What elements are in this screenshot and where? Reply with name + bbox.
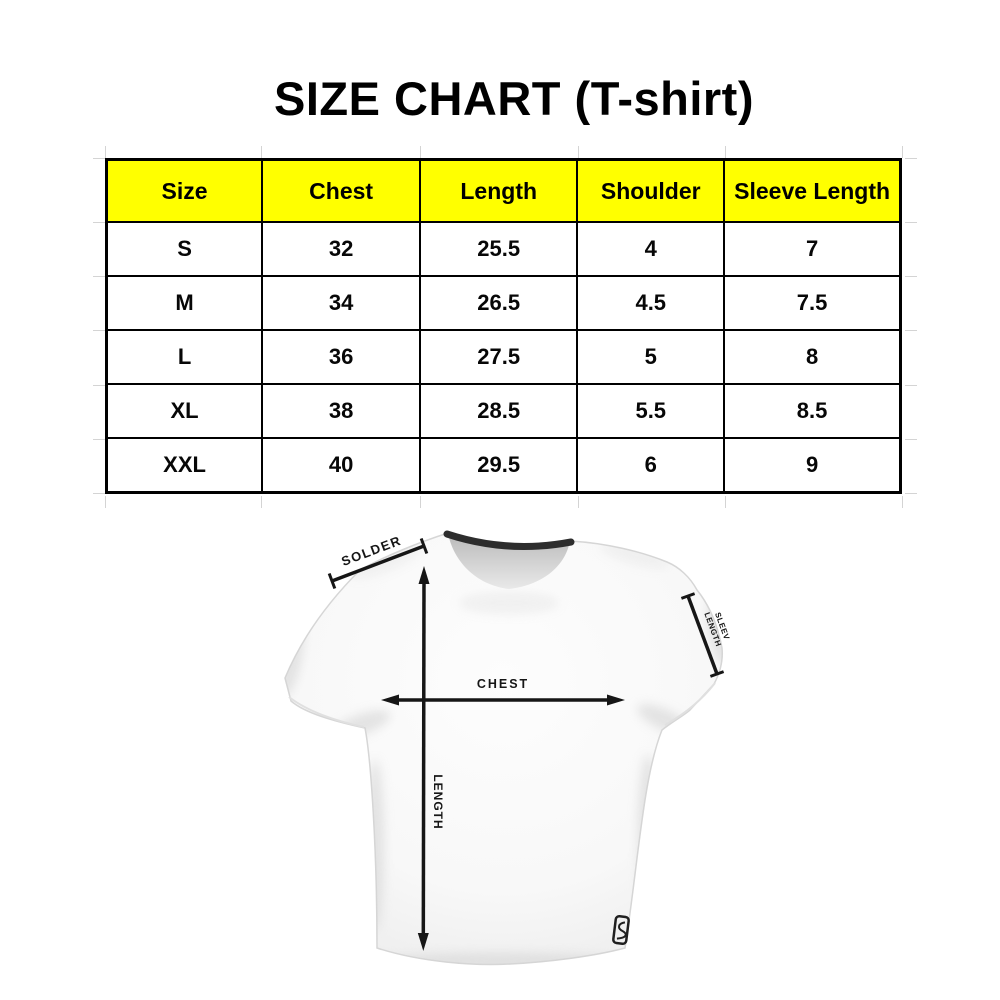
spreadsheet-gridline-stub — [104, 146, 106, 158]
length-label: LENGTH — [431, 774, 445, 829]
sleeve-length-cell: 9 — [723, 437, 902, 494]
size-cell: S — [105, 221, 264, 277]
column-header-chest: Chest — [261, 158, 422, 223]
measurement-annotations — [327, 537, 725, 951]
table-row-m: M 34 26.5 4.5 7.5 — [105, 275, 902, 331]
right-cuff-seam — [664, 682, 716, 726]
sleeve-length-cell: 8.5 — [723, 383, 902, 439]
spreadsheet-gridline-stub — [93, 384, 105, 386]
shoulder-measure-line — [327, 537, 429, 590]
length-cell: 29.5 — [419, 437, 579, 494]
spreadsheet-gridline-stub — [905, 157, 917, 159]
chest-cell: 32 — [261, 221, 422, 277]
spreadsheet-gridline-stub — [905, 384, 917, 386]
spreadsheet-gridline-stub — [577, 146, 579, 158]
table-row-l: L 36 27.5 5 8 — [105, 329, 902, 385]
tshirt-graphic: S — [284, 530, 723, 966]
spreadsheet-gridline-stub — [905, 438, 917, 440]
spreadsheet-gridline-stub — [93, 329, 105, 331]
chest-label: CHEST — [477, 677, 529, 691]
tshirt-measurement-diagram: S SOLDER CHEST LENGTH — [284, 530, 731, 966]
chest-cell: 34 — [261, 275, 422, 331]
shoulder-cell: 4 — [576, 221, 726, 277]
spreadsheet-gridline-stub — [905, 275, 917, 277]
size-cell: M — [105, 275, 264, 331]
chest-cell: 38 — [261, 383, 422, 439]
spreadsheet-gridline-stub — [260, 146, 262, 158]
spreadsheet-gridline-stub — [724, 146, 726, 158]
spreadsheet-gridline-stub — [577, 496, 579, 508]
shoulder-cell: 6 — [576, 437, 726, 494]
chest-cell: 40 — [261, 437, 422, 494]
size-cell: L — [105, 329, 264, 385]
length-cell: 25.5 — [419, 221, 579, 277]
spreadsheet-gridline-stub — [905, 492, 917, 494]
spreadsheet-gridline-stub — [419, 146, 421, 158]
spreadsheet-gridline-stub — [905, 221, 917, 223]
spreadsheet-gridline-stub — [901, 146, 903, 158]
length-cell: 27.5 — [419, 329, 579, 385]
column-header-size: Size — [105, 158, 264, 223]
header-row: Size Chest Length Shoulder Sleeve Length — [105, 158, 902, 223]
chest-arrow — [381, 694, 625, 706]
chest-cell: 36 — [261, 329, 422, 385]
left-cuff-seam — [288, 696, 365, 728]
size-cell: XL — [105, 383, 264, 439]
table-row-xxl: XXL 40 29.5 6 9 — [105, 437, 902, 494]
spreadsheet-gridline-stub — [905, 329, 917, 331]
brand-tag: S — [612, 914, 630, 946]
table-row-s: S 32 25.5 4 7 — [105, 221, 902, 277]
column-header-shoulder: Shoulder — [576, 158, 726, 223]
spreadsheet-gridline-stub — [93, 221, 105, 223]
spreadsheet-gridline-stub — [419, 496, 421, 508]
size-chart-table: Size Chest Length Shoulder Sleeve Length… — [105, 158, 902, 494]
column-header-length: Length — [419, 158, 579, 223]
size-cell: XXL — [105, 437, 264, 494]
page-title: SIZE CHART (T-shirt) — [274, 72, 754, 125]
spreadsheet-gridline-stub — [93, 492, 105, 494]
spreadsheet-gridline-stub — [93, 438, 105, 440]
length-arrow — [417, 566, 430, 951]
shoulder-cell: 4.5 — [576, 275, 726, 331]
sleeve-length-cell: 7.5 — [723, 275, 902, 331]
table-row-xl: XL 38 28.5 5.5 8.5 — [105, 383, 902, 439]
spreadsheet-gridline-stub — [260, 496, 262, 508]
sleeve-length-cell: 8 — [723, 329, 902, 385]
spreadsheet-gridline-stub — [724, 496, 726, 508]
spreadsheet-gridline-stub — [104, 496, 106, 508]
sleeve-measure-line — [680, 592, 725, 678]
spreadsheet-gridline-stub — [901, 496, 903, 508]
collar — [443, 530, 575, 550]
column-header-sleeve-length: Sleeve Length — [723, 158, 902, 223]
shoulder-cell: 5.5 — [576, 383, 726, 439]
spreadsheet-gridline-stub — [93, 157, 105, 159]
sleeve-length-cell: 7 — [723, 221, 902, 277]
length-cell: 26.5 — [419, 275, 579, 331]
spreadsheet-gridline-stub — [93, 275, 105, 277]
shoulder-cell: 5 — [576, 329, 726, 385]
length-cell: 28.5 — [419, 383, 579, 439]
